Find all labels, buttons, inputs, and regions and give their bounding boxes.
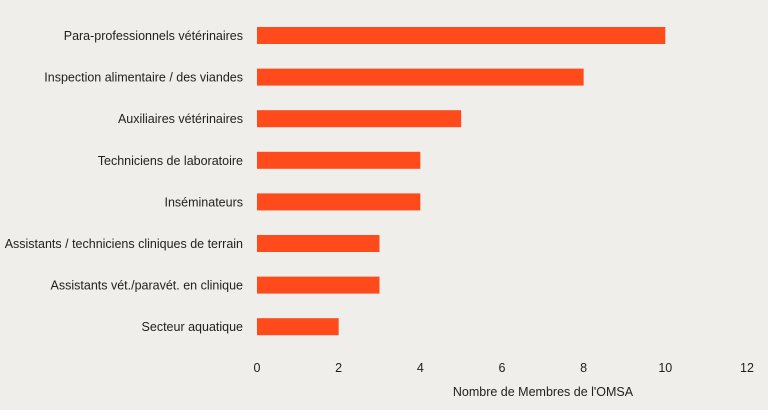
category-label: Para-professionnels vétérinaires xyxy=(64,29,243,43)
x-tick-label: 12 xyxy=(740,361,754,375)
bar xyxy=(257,110,462,128)
bar xyxy=(257,151,421,169)
category-labels: Para-professionnels vétérinaires Inspecti… xyxy=(5,29,243,334)
bar xyxy=(257,193,421,211)
category-label: Techniciens de laboratoire xyxy=(98,154,243,168)
category-label: Assistants vét./paravét. en clinique xyxy=(51,279,244,293)
x-tick-label: 6 xyxy=(499,361,506,375)
x-tick-label: 0 xyxy=(254,361,261,375)
bar xyxy=(257,68,584,86)
category-label: Auxiliaires vétérinaires xyxy=(118,112,243,126)
x-tick-label: 8 xyxy=(580,361,587,375)
x-axis-ticks: 0 2 4 6 8 10 12 xyxy=(254,361,754,375)
category-label: Inspection alimentaire / des viandes xyxy=(44,71,243,85)
category-label: Inséminateurs xyxy=(164,195,243,209)
bar xyxy=(257,27,666,44)
x-axis-title: Nombre de Membres de l'OMSA xyxy=(453,385,634,399)
bars-layer xyxy=(257,27,666,336)
bar xyxy=(257,235,380,252)
x-tick-label: 2 xyxy=(335,361,342,375)
bar xyxy=(257,318,339,336)
x-tick-label: 4 xyxy=(417,361,424,375)
bar xyxy=(257,276,380,294)
category-label: Assistants / techniciens cliniques de te… xyxy=(5,237,243,251)
category-label: Secteur aquatique xyxy=(142,320,244,334)
x-tick-label: 10 xyxy=(658,361,672,375)
